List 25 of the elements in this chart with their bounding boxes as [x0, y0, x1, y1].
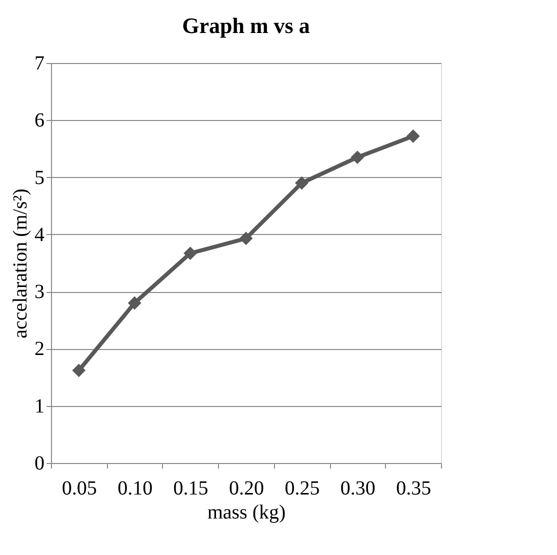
y-tick-label: 6	[34, 110, 44, 132]
point	[406, 129, 420, 143]
y-tick-label: 2	[34, 338, 44, 360]
x-tick-label: 0.35	[396, 478, 432, 500]
y-tick-label: 5	[34, 166, 44, 189]
point	[184, 246, 197, 260]
chart-title: Graph m vs a	[182, 13, 310, 38]
y-tick-label: 7	[34, 52, 44, 74]
x-tick-label: 0.10	[118, 478, 153, 500]
point	[295, 176, 308, 190]
x-tick-label: 0.25	[284, 478, 320, 500]
point	[239, 232, 253, 246]
point	[128, 296, 142, 310]
point	[72, 364, 86, 378]
x-tick-label: 0.30	[340, 478, 376, 500]
x-axis-title: mass (kg)	[207, 502, 286, 524]
y-tick-label: 3	[34, 281, 44, 304]
point	[350, 150, 364, 164]
y-tick-label: 1	[34, 395, 44, 418]
y-tick-label: 0	[34, 452, 44, 474]
x-tick-label: 0.05	[62, 478, 97, 500]
y-tick-label: 4	[34, 224, 44, 246]
x-tick-label: 0.20	[229, 478, 264, 500]
y-axis-title: accelaration (m/s²)	[10, 188, 32, 338]
x-tick-label: 0.15	[173, 478, 208, 500]
